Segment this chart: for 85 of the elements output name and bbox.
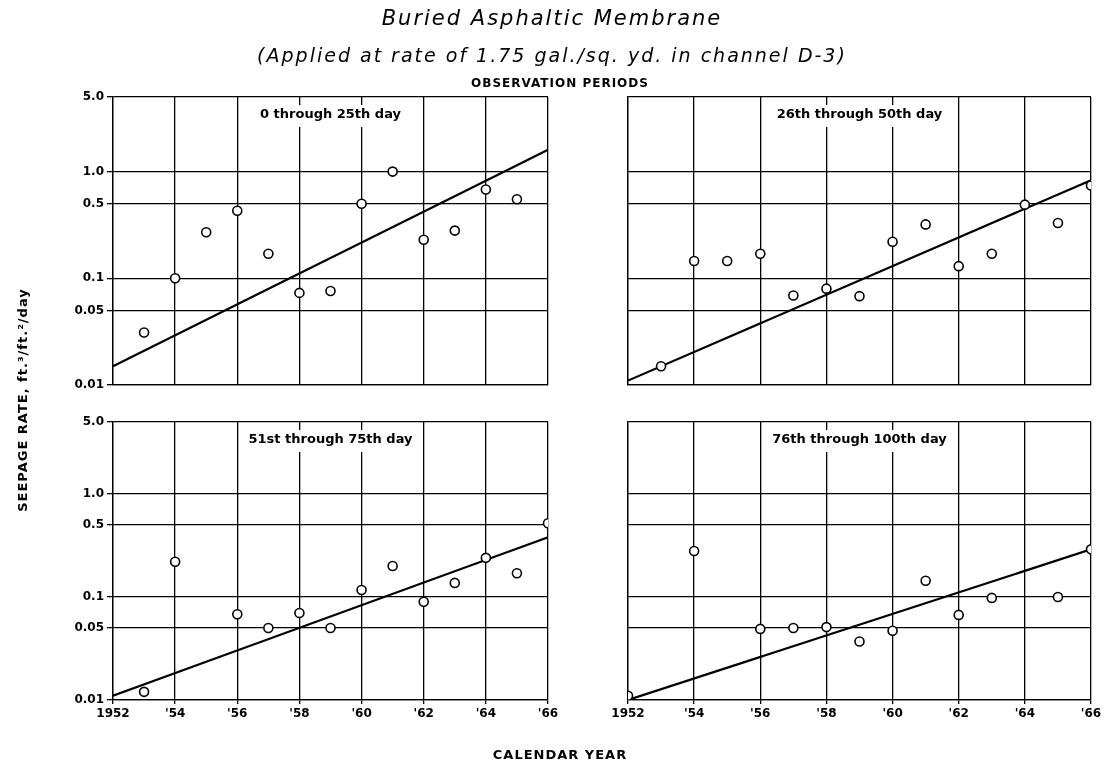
point — [986, 592, 998, 604]
point — [231, 205, 243, 216]
y-tick-label: 5.0 — [82, 414, 104, 429]
point — [138, 686, 150, 698]
y-tick-label: 0.5 — [82, 517, 104, 532]
x-tick-label: '54 — [164, 706, 186, 721]
x-tick-label: 1952 — [611, 706, 645, 721]
point — [294, 607, 305, 619]
point — [953, 260, 965, 272]
y-axis-title: SEEPAGE RATE, ft.³/ft.²/day — [14, 288, 30, 512]
annotation: 0 through 25th day — [260, 106, 402, 122]
point — [688, 255, 700, 267]
x-tick-label: '62 — [948, 706, 969, 721]
annotation: 51st through 75th day — [248, 431, 413, 447]
chart-title: Buried Asphaltic Membrane — [380, 6, 724, 30]
x-tick-label: '64 — [1014, 706, 1036, 721]
point — [169, 556, 181, 568]
x-tick-label: 1952 — [96, 706, 130, 721]
point — [263, 622, 274, 634]
point — [294, 287, 305, 299]
point — [854, 290, 865, 302]
y-tick-label: 0.5 — [82, 195, 104, 210]
y-tick-label: 1.0 — [82, 163, 104, 178]
point — [356, 584, 367, 596]
x-tick-label: '60 — [351, 706, 372, 721]
point — [200, 226, 212, 238]
point — [920, 219, 931, 230]
point — [754, 248, 766, 259]
y-tick-label: 0.01 — [74, 692, 104, 707]
point — [449, 577, 461, 589]
point — [138, 327, 150, 338]
text: OBSERVATION PERIODS — [470, 76, 650, 90]
chart-subtitle: (Applied at rate of 1.75 gal./sq. yd. in channel D-3) — [256, 44, 848, 66]
point — [688, 545, 700, 557]
x-tick-label: '60 — [882, 706, 903, 721]
point — [1052, 591, 1064, 603]
point — [788, 290, 799, 301]
y-tick-label: 0.01 — [74, 377, 104, 392]
point — [325, 285, 336, 297]
x-tick-label: '62 — [413, 706, 434, 721]
x-tick-label: '66 — [537, 706, 559, 721]
point — [788, 622, 799, 634]
point — [511, 567, 523, 579]
point — [449, 225, 461, 236]
point — [169, 272, 181, 284]
x-tick-label: '56 — [750, 706, 771, 721]
x-tick-label: '66 — [1080, 706, 1102, 721]
point — [418, 234, 430, 245]
point — [920, 575, 931, 586]
y-tick-label: 5.0 — [82, 89, 104, 104]
point — [387, 560, 398, 572]
point — [754, 623, 766, 635]
point — [418, 596, 430, 608]
point — [231, 608, 243, 620]
point — [387, 166, 398, 177]
x-tick-label: '58 — [289, 706, 310, 721]
point — [854, 636, 865, 647]
point — [356, 198, 367, 210]
point — [325, 622, 336, 634]
y-tick-label: 0.1 — [82, 589, 104, 604]
point — [1019, 199, 1031, 210]
point — [480, 184, 492, 195]
point — [887, 236, 898, 248]
x-axis-title: CALENDAR YEAR — [491, 747, 629, 762]
x-tick-label: '54 — [683, 706, 705, 721]
x-tick-label: '64 — [475, 706, 497, 721]
annotation: 26th through 50th day — [776, 106, 943, 122]
point — [986, 248, 998, 259]
point — [821, 283, 832, 294]
y-tick-label: 0.05 — [74, 302, 104, 317]
x-tick-label: '58 — [816, 706, 837, 721]
point — [887, 625, 898, 637]
point — [1052, 217, 1064, 229]
point — [821, 621, 832, 633]
annotation: 76th through 100th day — [772, 431, 948, 447]
point — [511, 193, 523, 205]
point — [263, 248, 274, 259]
point — [721, 255, 733, 267]
y-tick-label: 0.05 — [74, 620, 104, 635]
point — [480, 552, 492, 564]
y-tick-label: 0.1 — [82, 270, 104, 285]
x-tick-label: '56 — [227, 706, 248, 721]
point — [953, 609, 965, 621]
y-tick-label: 1.0 — [82, 486, 104, 501]
point — [655, 360, 667, 372]
